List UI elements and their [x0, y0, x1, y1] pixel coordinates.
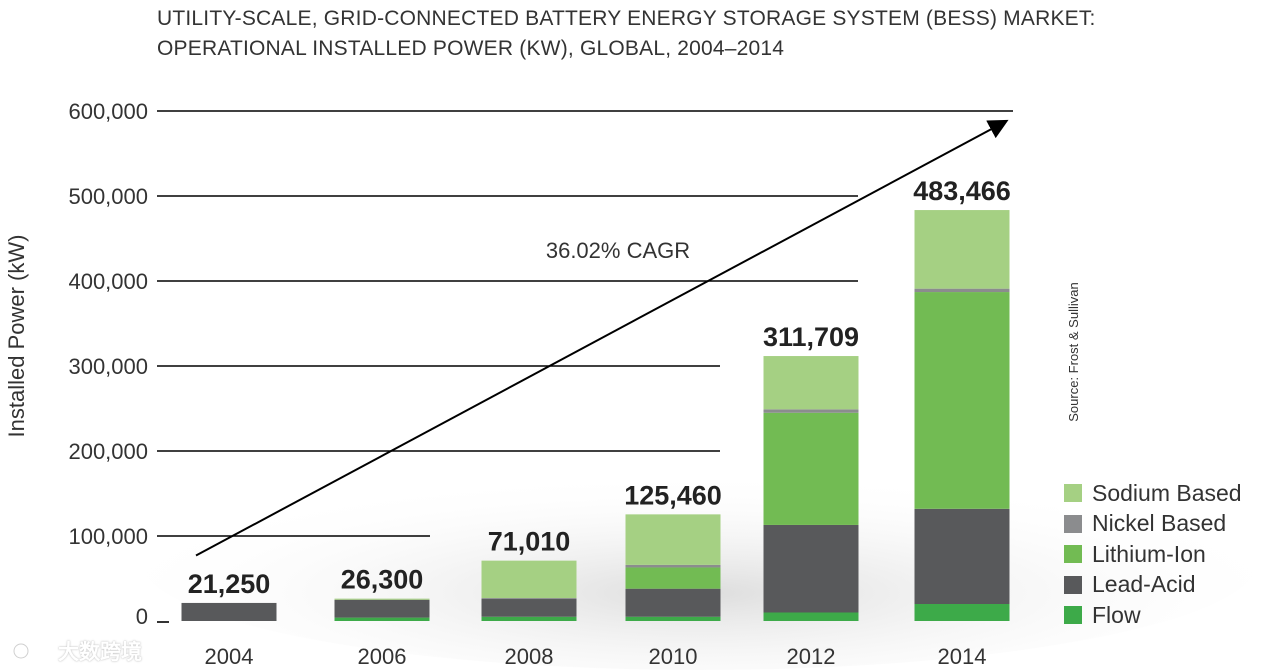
- total-label-2010: 125,460: [624, 480, 722, 510]
- bar-segment-2012-nickel-based: [763, 409, 859, 413]
- cagr-trend-arrow: [195, 119, 1009, 557]
- x-tick-label-2014: 2014: [938, 644, 987, 669]
- legend-item-lead-acid: Lead-Acid: [1064, 570, 1242, 601]
- legend-label-flow: Flow: [1092, 601, 1141, 628]
- chart-title-line-1: UTILITY-SCALE, GRID-CONNECTED BATTERY EN…: [157, 7, 1096, 30]
- legend-item-flow: Flow: [1064, 600, 1242, 631]
- legend-swatch-sodium-based: [1064, 484, 1082, 503]
- cagr-annotation: 36.02% CAGR: [546, 238, 690, 263]
- legend-item-nickel-based: Nickel Based: [1064, 509, 1242, 540]
- bar-segment-2012-lithium-ion: [763, 412, 859, 525]
- watermark-text: 大数跨境: [58, 641, 142, 664]
- total-label-2006: 26,300: [341, 565, 424, 595]
- y-tick-label-100000: 100,000: [68, 524, 148, 549]
- bar-segment-2010-lead-acid: [625, 588, 721, 617]
- total-label-2008: 71,010: [488, 527, 571, 557]
- total-label-2012: 311,709: [763, 322, 859, 352]
- chart-title-line-2: OPERATIONAL INSTALLED POWER (KW), GLOBAL…: [157, 37, 785, 60]
- bar-segment-2010-sodium-based: [625, 514, 721, 565]
- y-tick-label-200000: 200,000: [68, 439, 148, 464]
- bar-segment-2010-flow: [625, 616, 721, 621]
- bar-segment-2012-sodium-based: [763, 356, 859, 410]
- source-note: Source: Frost & Sullivan: [1066, 282, 1081, 421]
- bar-segment-2010-lithium-ion: [625, 567, 721, 589]
- legend-swatch-lithium-ion: [1064, 545, 1082, 564]
- y-tick-label-300000: 300,000: [68, 354, 148, 379]
- bar-segment-2012-flow: [763, 612, 859, 621]
- watermark-logo-icon: [12, 640, 50, 660]
- bar-segment-2006-lead-acid: [334, 599, 430, 618]
- x-tick-label-2008: 2008: [505, 644, 554, 669]
- watermark: 大数跨境: [12, 636, 142, 666]
- legend-item-lithium-ion: Lithium-Ion: [1064, 539, 1242, 570]
- legend-swatch-lead-acid: [1064, 575, 1082, 594]
- legend-label-sodium-based: Sodium Based: [1092, 479, 1242, 506]
- bar-segment-2014-sodium-based: [914, 210, 1010, 289]
- x-tick-label-2006: 2006: [358, 644, 407, 669]
- bar-segment-2008-lead-acid: [481, 598, 577, 617]
- x-tick-label-2004: 2004: [205, 644, 254, 669]
- y-tick-label-600000: 600,000: [68, 99, 148, 124]
- legend: Sodium Based Nickel Based Lithium-Ion Lead-…: [1064, 478, 1242, 631]
- y-tick-label-0: 0: [136, 604, 148, 629]
- y-axis-label: Installed Power (kW): [4, 235, 29, 438]
- bar-segment-2010-nickel-based: [625, 564, 721, 568]
- y-tick-label-400000: 400,000: [68, 269, 148, 294]
- legend-item-sodium-based: Sodium Based: [1064, 478, 1242, 509]
- bar-segment-2012-lead-acid: [763, 524, 859, 613]
- bar-segment-2006-flow: [334, 617, 430, 621]
- chart-title: UTILITY-SCALE, GRID-CONNECTED BATTERY EN…: [157, 4, 1096, 64]
- legend-swatch-nickel-based: [1064, 514, 1082, 533]
- bar-segment-2004-lead-acid: [181, 602, 277, 621]
- legend-label-nickel-based: Nickel Based: [1092, 510, 1227, 537]
- bar-segment-2008-sodium-based: [481, 560, 577, 599]
- total-label-2014: 483,466: [913, 176, 1011, 206]
- legend-swatch-flow: [1064, 606, 1082, 625]
- bar-segment-2014-lithium-ion: [914, 292, 1010, 509]
- legend-label-lithium-ion: Lithium-Ion: [1092, 540, 1206, 567]
- x-tick-label-2012: 2012: [787, 644, 836, 669]
- bar-segment-2014-flow: [914, 604, 1010, 621]
- bar-segment-2014-nickel-based: [914, 288, 1010, 293]
- bar-segment-2006-sodium-based: [334, 598, 430, 600]
- legend-label-lead-acid: Lead-Acid: [1092, 571, 1196, 598]
- x-tick-label-2010: 2010: [649, 644, 698, 669]
- bar-segment-2014-lead-acid: [914, 508, 1010, 604]
- total-label-2004: 21,250: [188, 569, 271, 599]
- y-tick-label-500000: 500,000: [68, 184, 148, 209]
- bar-segment-2008-flow: [481, 616, 577, 621]
- bar-segment-2008-nickel-based: [481, 598, 577, 600]
